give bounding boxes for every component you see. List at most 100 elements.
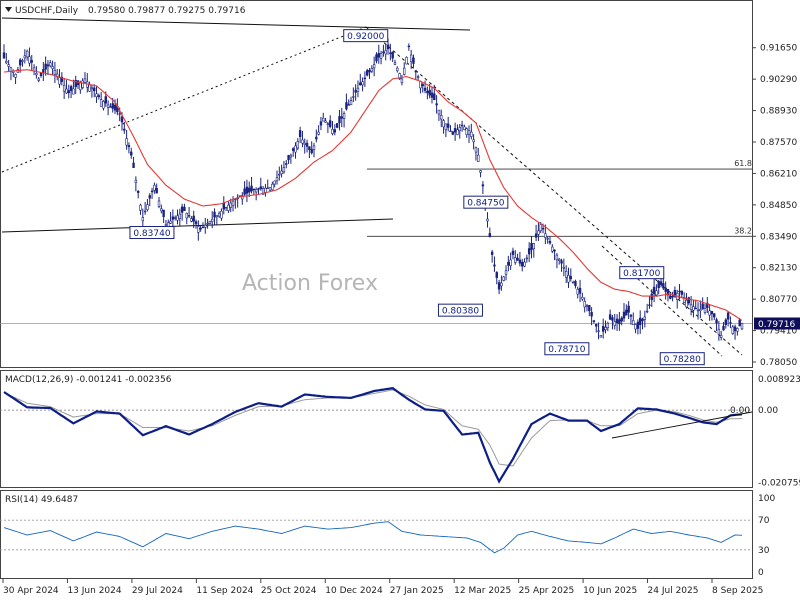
candle-body bbox=[611, 317, 614, 321]
candle-body bbox=[516, 257, 519, 261]
price-annotation-box bbox=[343, 29, 389, 43]
candle-body bbox=[197, 226, 200, 233]
price-tick-label: 0.80770 bbox=[760, 295, 797, 305]
candle-body bbox=[349, 100, 353, 106]
candle-body bbox=[530, 242, 533, 251]
date-tick-label: 8 Sep 2025 bbox=[712, 586, 763, 596]
candle-body bbox=[717, 328, 721, 335]
price-tick-label: 0.90290 bbox=[760, 75, 797, 85]
candle-body bbox=[426, 90, 429, 94]
price-annotation-label: 0.78710 bbox=[548, 345, 585, 355]
candle-body bbox=[215, 214, 219, 218]
rising-trendline-dashed bbox=[1, 26, 367, 173]
candle-body bbox=[736, 328, 739, 332]
candle-body bbox=[567, 275, 570, 283]
candle-body bbox=[141, 217, 145, 222]
candle-body bbox=[433, 93, 436, 101]
candle-body bbox=[356, 87, 360, 92]
candle-body bbox=[673, 289, 677, 296]
candle-body bbox=[696, 309, 700, 312]
candle-body bbox=[324, 120, 327, 123]
price-annotation-box bbox=[463, 195, 509, 209]
candle-body bbox=[102, 101, 105, 109]
candle-body bbox=[386, 44, 390, 50]
candle-body bbox=[643, 316, 647, 320]
candle-body bbox=[597, 330, 600, 332]
candle-body bbox=[162, 209, 165, 217]
candle-body bbox=[21, 60, 24, 62]
candle-body bbox=[370, 67, 374, 72]
candle-body bbox=[396, 67, 399, 72]
price-annotation-box bbox=[437, 303, 483, 317]
price-annotation-label: 0.78280 bbox=[664, 355, 701, 365]
candle-body bbox=[109, 106, 112, 108]
candle-body bbox=[333, 129, 337, 133]
rsi-layer bbox=[0, 519, 752, 554]
price-tick-label: 0.83490 bbox=[760, 232, 797, 242]
axis-layer: 0.91650 0.90290 0.88930 0.87570 0.86210 0.848… bbox=[2, 44, 800, 596]
candle-body bbox=[271, 183, 274, 191]
candle-body bbox=[548, 240, 552, 244]
candle-body bbox=[173, 217, 177, 219]
candle-body bbox=[345, 102, 348, 110]
candle-body bbox=[178, 213, 182, 219]
candle-body bbox=[618, 319, 621, 325]
price-annotation-label: 0.92000 bbox=[347, 32, 384, 42]
price-panel-frame bbox=[0, 0, 753, 368]
candle-body bbox=[657, 280, 660, 288]
candle-body bbox=[474, 147, 478, 153]
candle-body bbox=[266, 187, 269, 189]
candle-body bbox=[379, 53, 383, 59]
candle-body bbox=[25, 50, 29, 58]
candle-body bbox=[636, 321, 640, 329]
candle-body bbox=[312, 145, 316, 150]
candle-body bbox=[319, 121, 323, 126]
candle-body bbox=[532, 243, 535, 250]
candle-body bbox=[180, 206, 184, 213]
candle-body bbox=[703, 307, 707, 313]
candle-body bbox=[463, 126, 466, 130]
candle-body bbox=[666, 289, 670, 296]
candle-body bbox=[534, 233, 538, 238]
channel-trendline-dashed bbox=[601, 245, 723, 357]
candle-body bbox=[155, 188, 158, 194]
candle-body bbox=[398, 73, 401, 80]
candle-body bbox=[74, 80, 77, 88]
candle-body bbox=[83, 78, 87, 83]
candle-body bbox=[187, 215, 191, 217]
last-price-label: 0.79716 bbox=[758, 320, 795, 330]
date-tick-label: 12 Mar 2025 bbox=[454, 586, 511, 596]
candle-body bbox=[671, 295, 674, 298]
candle-body bbox=[521, 262, 524, 267]
candle-body bbox=[639, 317, 642, 325]
candle-body bbox=[192, 215, 195, 222]
chevron-down-icon[interactable] bbox=[5, 7, 12, 12]
candle-body bbox=[106, 104, 110, 108]
candle-body bbox=[259, 186, 262, 190]
candle-body bbox=[613, 321, 616, 326]
candle-body bbox=[564, 271, 568, 278]
candle-body bbox=[280, 170, 283, 174]
candle-body bbox=[456, 129, 459, 135]
candle-body bbox=[581, 296, 584, 300]
candle-body bbox=[470, 131, 473, 137]
candle-body bbox=[65, 88, 68, 94]
candle-body bbox=[407, 45, 411, 48]
candle-body bbox=[435, 103, 438, 106]
candle-body bbox=[430, 92, 434, 98]
rsi-tick-label: 0 bbox=[758, 568, 764, 578]
candle-body bbox=[30, 60, 33, 63]
candle-body bbox=[449, 130, 452, 133]
candle-body bbox=[740, 323, 744, 330]
candle-body bbox=[143, 210, 147, 213]
candle-body bbox=[227, 204, 230, 211]
candle-body bbox=[493, 264, 496, 267]
candle-body bbox=[241, 195, 244, 200]
candle-body bbox=[298, 130, 302, 137]
candle-body bbox=[706, 302, 709, 308]
candle-body bbox=[652, 286, 656, 295]
candle-body bbox=[190, 218, 193, 222]
candle-body bbox=[322, 117, 325, 122]
candle-body bbox=[444, 123, 448, 131]
price-tick-label: 0.91650 bbox=[760, 44, 797, 54]
